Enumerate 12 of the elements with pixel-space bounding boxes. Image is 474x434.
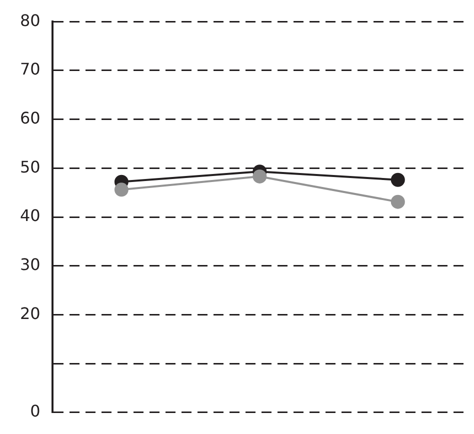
y-tick-label: 40 bbox=[20, 206, 40, 226]
y-tick-label: 0 bbox=[30, 402, 40, 421]
point bbox=[114, 182, 128, 197]
point bbox=[252, 169, 267, 184]
point bbox=[390, 172, 405, 187]
y-tick-label: 30 bbox=[20, 255, 40, 274]
y-tick-label: 60 bbox=[20, 108, 40, 128]
y-tick-label: 20 bbox=[20, 304, 40, 323]
y-tick-label: 70 bbox=[20, 60, 40, 79]
point bbox=[390, 194, 405, 209]
y-tick-label: 50 bbox=[20, 157, 40, 176]
y-tick-label: 80 bbox=[20, 10, 40, 30]
